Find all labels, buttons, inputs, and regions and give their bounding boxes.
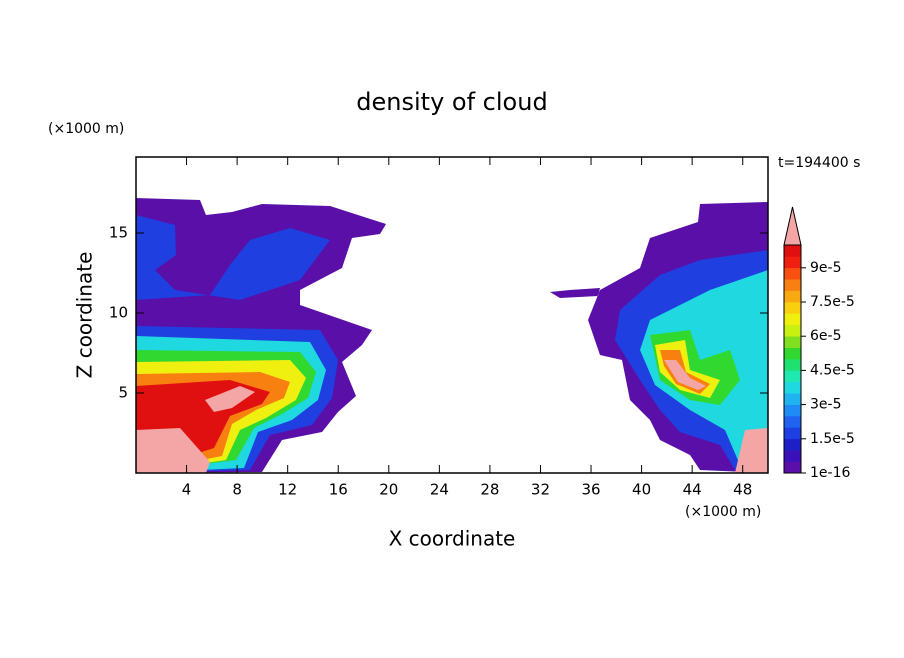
- x-tick-label: 8: [232, 481, 242, 499]
- colorbar-band: [784, 404, 801, 417]
- y-tick-label: 5: [118, 384, 128, 402]
- colorbar-band: [784, 370, 801, 383]
- colorbar-band: [784, 324, 801, 337]
- x-unit: (×1000 m): [685, 504, 761, 520]
- x-tick-label: 28: [480, 481, 499, 499]
- colorbar-band: [784, 347, 801, 360]
- colorbar-band: [784, 427, 801, 440]
- chart-title: density of cloud: [356, 88, 547, 116]
- colorbar-tick-label: 1e-16: [810, 465, 850, 481]
- colorbar-band: [784, 381, 801, 394]
- y-tick-label: 15: [109, 224, 128, 242]
- colorbar-band: [784, 245, 801, 257]
- colorbar-band: [784, 267, 801, 280]
- x-tick-label: 16: [329, 481, 348, 499]
- colorbar-band: [784, 416, 801, 428]
- colorbar-band: [784, 336, 801, 348]
- colorbar-band: [784, 450, 801, 462]
- colorbar-tick-label: 4.5e-5: [810, 362, 855, 378]
- annotation: t=194400 s: [778, 155, 860, 171]
- colorbar-band: [784, 461, 801, 474]
- x-tick-label: 40: [632, 481, 651, 499]
- x-tick-label: 48: [733, 481, 752, 499]
- y-tick-label: 10: [109, 304, 128, 322]
- contour-region: [664, 360, 768, 473]
- x-axis-label: X coordinate: [389, 527, 516, 551]
- colorbar-extend: [783, 206, 802, 246]
- colorbar-tick-label: 6e-5: [810, 328, 841, 344]
- colorbar-tick-label: 3e-5: [810, 397, 841, 413]
- colorbar-band: [784, 256, 801, 269]
- colorbar-band: [784, 302, 801, 314]
- contour-region: [136, 386, 255, 473]
- x-tick-label: 36: [581, 481, 600, 499]
- colorbar-band: [784, 290, 801, 303]
- y-axis-label: Z coordinate: [73, 252, 97, 379]
- x-tick-label: 4: [182, 481, 192, 499]
- colorbar-tick-label: 7.5e-5: [810, 294, 855, 310]
- colorbar-tick-label: 9e-5: [810, 260, 841, 276]
- colorbar-band: [784, 359, 801, 371]
- x-tick-label: 20: [379, 481, 398, 499]
- colorbar-tick-label: 1.5e-5: [810, 431, 855, 447]
- plot-frame: [135, 156, 769, 474]
- x-tick-label: 24: [430, 481, 449, 499]
- y-unit: (×1000 m): [48, 121, 124, 137]
- contour-field: [136, 198, 768, 473]
- colorbar-band: [784, 313, 801, 326]
- colorbar-band: [784, 438, 801, 451]
- x-tick-label: 12: [278, 481, 297, 499]
- x-tick-label: 32: [531, 481, 550, 499]
- x-tick-label: 44: [683, 481, 702, 499]
- colorbar-band: [784, 393, 801, 405]
- colorbar-band: [784, 279, 801, 291]
